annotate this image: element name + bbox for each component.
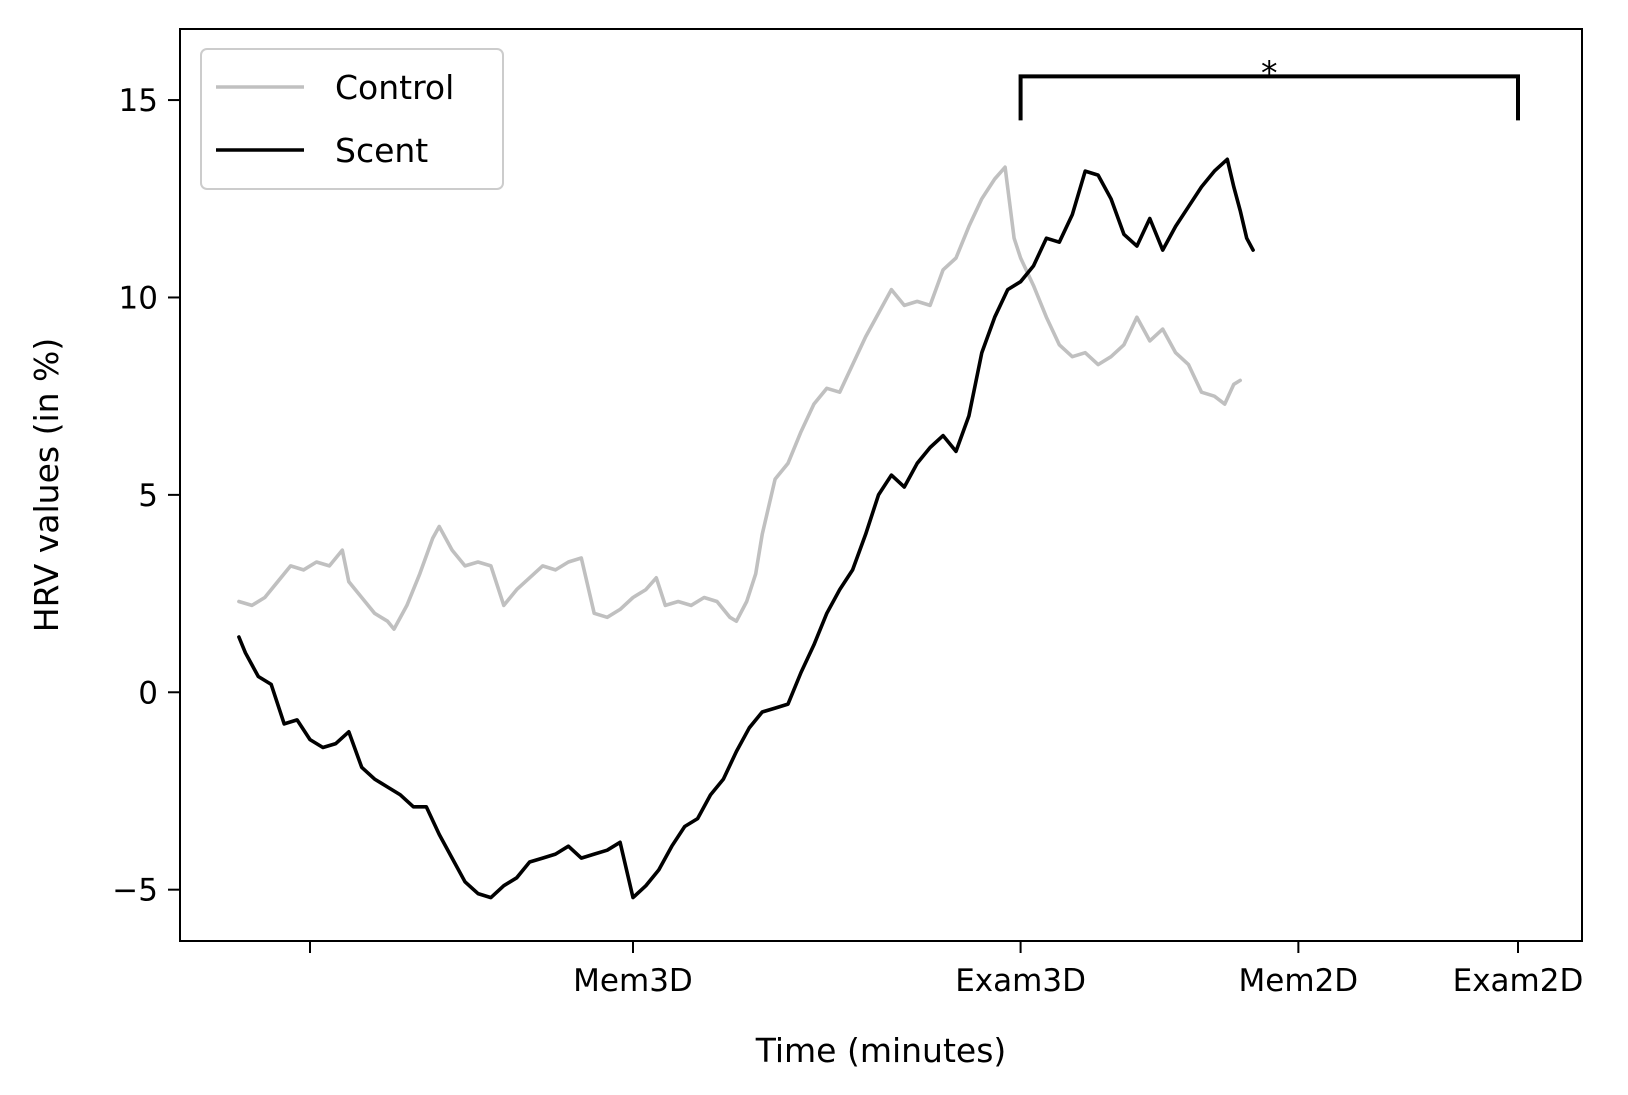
x-tick-label: Mem3D [573, 963, 693, 999]
series-layer [237, 157, 1255, 900]
y-tick-label: 15 [119, 83, 158, 119]
y-axis-ticks: −5 0 5 10 15 [112, 83, 180, 909]
legend-label-control: Control [335, 68, 454, 107]
axes-frame [179, 28, 1583, 942]
x-axis-title: Time (minutes) [755, 1031, 1007, 1070]
y-tick-label: 0 [138, 675, 158, 711]
series-line-control [237, 165, 1242, 631]
legend-label-scent: Scent [335, 131, 428, 170]
x-axis-ticks: Mem3D Exam3D Mem2D Exam2D [309, 941, 1584, 999]
x-tick-label: Exam2D [1453, 963, 1584, 999]
y-tick-label: −5 [112, 873, 158, 909]
y-axis-title: HRV values (in %) [27, 338, 66, 633]
significance-annotation: * [1018, 53, 1520, 121]
x-tick-label: Exam3D [955, 963, 1086, 999]
legend: Control Scent [200, 48, 504, 190]
significance-star: * [1261, 53, 1278, 92]
y-tick-label: 10 [119, 280, 158, 316]
series-line-scent [237, 157, 1255, 900]
y-tick-label: 5 [138, 478, 158, 514]
x-tick-label: Mem2D [1239, 963, 1359, 999]
significance-bracket [1018, 74, 1520, 121]
legend-box [200, 48, 504, 190]
